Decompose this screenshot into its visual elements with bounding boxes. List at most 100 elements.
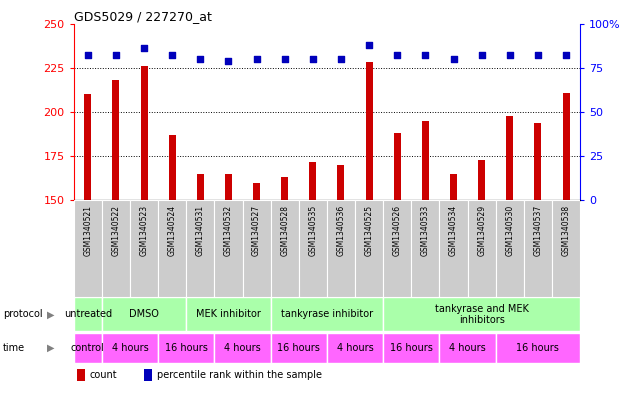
Text: GSM1340531: GSM1340531 bbox=[196, 205, 205, 256]
Text: 4 hours: 4 hours bbox=[337, 343, 374, 353]
Text: GSM1340524: GSM1340524 bbox=[168, 205, 177, 256]
Text: MEK inhibitor: MEK inhibitor bbox=[196, 309, 261, 320]
Bar bbox=[440, 333, 495, 363]
Point bbox=[83, 52, 93, 59]
Bar bbox=[214, 333, 271, 363]
Bar bbox=[102, 298, 187, 331]
Bar bbox=[535, 123, 542, 200]
Point bbox=[111, 52, 121, 59]
Bar bbox=[383, 333, 440, 363]
Point bbox=[420, 52, 431, 59]
Text: GSM1340529: GSM1340529 bbox=[477, 205, 486, 256]
Point bbox=[251, 56, 262, 62]
Text: GSM1340523: GSM1340523 bbox=[140, 205, 149, 256]
Text: GSM1340525: GSM1340525 bbox=[365, 205, 374, 256]
Text: percentile rank within the sample: percentile rank within the sample bbox=[156, 370, 322, 380]
Text: ▶: ▶ bbox=[47, 309, 54, 320]
Bar bbox=[74, 200, 102, 297]
Text: tankyrase inhibitor: tankyrase inhibitor bbox=[281, 309, 373, 320]
Bar bbox=[130, 200, 158, 297]
Text: 4 hours: 4 hours bbox=[224, 343, 261, 353]
Bar bbox=[281, 177, 288, 200]
Text: control: control bbox=[71, 343, 104, 353]
Bar bbox=[74, 298, 102, 331]
Bar bbox=[495, 200, 524, 297]
Text: time: time bbox=[3, 343, 26, 353]
Bar bbox=[140, 66, 147, 200]
Bar bbox=[365, 62, 372, 200]
Text: ▶: ▶ bbox=[47, 343, 54, 353]
Text: count: count bbox=[89, 370, 117, 380]
Point bbox=[336, 56, 346, 62]
Bar bbox=[327, 333, 383, 363]
Bar bbox=[169, 135, 176, 200]
Bar bbox=[84, 94, 91, 200]
Text: GSM1340533: GSM1340533 bbox=[421, 205, 430, 257]
Point bbox=[364, 42, 374, 48]
Text: GSM1340538: GSM1340538 bbox=[562, 205, 570, 256]
Bar bbox=[299, 200, 327, 297]
Point bbox=[449, 56, 459, 62]
Bar bbox=[327, 200, 355, 297]
Point bbox=[167, 52, 178, 59]
Text: protocol: protocol bbox=[3, 309, 43, 320]
Bar bbox=[74, 333, 102, 363]
Bar bbox=[214, 200, 242, 297]
Text: GSM1340527: GSM1340527 bbox=[252, 205, 261, 256]
Bar bbox=[158, 333, 214, 363]
Text: GSM1340528: GSM1340528 bbox=[280, 205, 289, 256]
Bar bbox=[440, 200, 467, 297]
Bar bbox=[383, 298, 580, 331]
Bar bbox=[563, 93, 570, 200]
Text: tankyrase and MEK
inhibitors: tankyrase and MEK inhibitors bbox=[435, 304, 529, 325]
Text: GSM1340530: GSM1340530 bbox=[505, 205, 514, 257]
Bar bbox=[76, 369, 85, 381]
Text: GDS5029 / 227270_at: GDS5029 / 227270_at bbox=[74, 10, 212, 23]
Text: GSM1340532: GSM1340532 bbox=[224, 205, 233, 256]
Bar bbox=[383, 200, 412, 297]
Text: GSM1340534: GSM1340534 bbox=[449, 205, 458, 257]
Point bbox=[308, 56, 318, 62]
Text: GSM1340521: GSM1340521 bbox=[83, 205, 92, 256]
Bar bbox=[102, 333, 158, 363]
Bar bbox=[495, 333, 580, 363]
Bar bbox=[197, 174, 204, 200]
Text: GSM1340536: GSM1340536 bbox=[337, 205, 345, 257]
Bar bbox=[552, 200, 580, 297]
Text: DMSO: DMSO bbox=[129, 309, 159, 320]
Bar bbox=[355, 200, 383, 297]
Point bbox=[561, 52, 571, 59]
Text: GSM1340535: GSM1340535 bbox=[308, 205, 317, 257]
Bar bbox=[271, 200, 299, 297]
Bar bbox=[310, 162, 317, 200]
Bar bbox=[450, 174, 457, 200]
Bar bbox=[271, 298, 383, 331]
Text: 16 hours: 16 hours bbox=[165, 343, 208, 353]
Point bbox=[279, 56, 290, 62]
Text: 16 hours: 16 hours bbox=[390, 343, 433, 353]
Point bbox=[195, 56, 205, 62]
Bar bbox=[337, 165, 344, 200]
Point bbox=[223, 58, 233, 64]
Text: 4 hours: 4 hours bbox=[112, 343, 148, 353]
Bar bbox=[225, 174, 232, 200]
Bar bbox=[394, 133, 401, 200]
Bar bbox=[158, 200, 187, 297]
Text: GSM1340537: GSM1340537 bbox=[533, 205, 542, 257]
Bar bbox=[187, 200, 214, 297]
Point bbox=[504, 52, 515, 59]
Bar bbox=[102, 200, 130, 297]
Bar bbox=[422, 121, 429, 200]
Bar bbox=[506, 116, 513, 200]
Text: 4 hours: 4 hours bbox=[449, 343, 486, 353]
Text: GSM1340526: GSM1340526 bbox=[393, 205, 402, 256]
Bar bbox=[112, 80, 119, 200]
Point bbox=[476, 52, 487, 59]
Point bbox=[533, 52, 543, 59]
Bar bbox=[253, 183, 260, 200]
Bar bbox=[467, 200, 495, 297]
Point bbox=[139, 45, 149, 51]
Text: 16 hours: 16 hours bbox=[517, 343, 560, 353]
Point bbox=[392, 52, 403, 59]
Bar bbox=[187, 298, 271, 331]
